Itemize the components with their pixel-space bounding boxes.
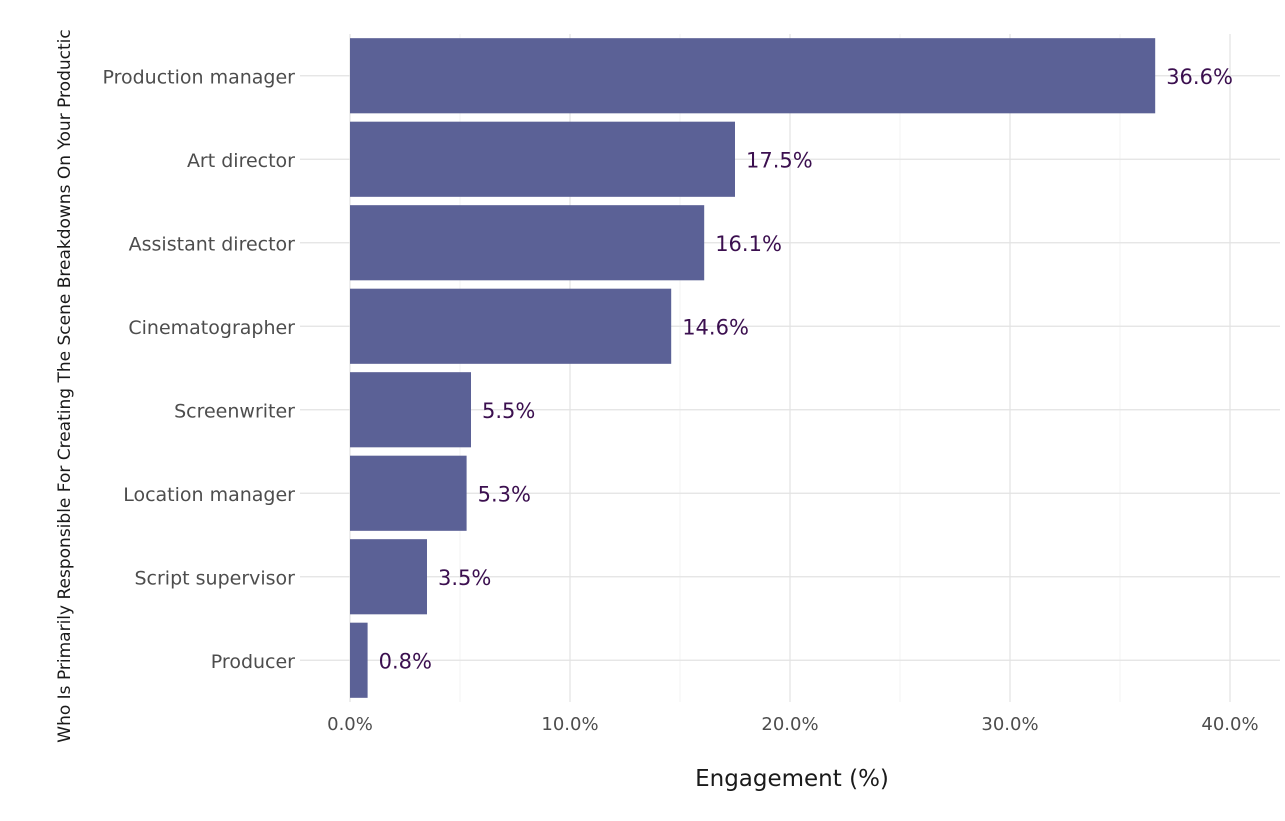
bar [350, 38, 1156, 114]
x-axis-title: Engagement (%) [695, 766, 889, 792]
x-tick-label: 0.0% [327, 714, 373, 735]
bars [350, 38, 1156, 698]
category-label: Art director [187, 150, 295, 172]
value-label: 5.3% [478, 482, 531, 506]
x-tick-label: 30.0% [981, 714, 1038, 735]
bar [350, 205, 705, 281]
x-tick-label: 20.0% [761, 714, 818, 735]
category-label: Cinematographer [128, 317, 295, 339]
category-label: Producer [211, 651, 295, 673]
value-label: 36.6% [1166, 65, 1233, 89]
category-label: Assistant director [129, 233, 296, 255]
bar [350, 539, 427, 615]
bar [350, 372, 471, 448]
value-label: 3.5% [438, 566, 491, 590]
value-label: 16.1% [715, 232, 782, 256]
value-label: 14.6% [682, 315, 749, 339]
value-label: 5.5% [482, 399, 535, 423]
x-tick-label: 10.0% [541, 714, 598, 735]
value-labels: 36.6% 17.5% 16.1% 14.6% 5.5% 5.3% 3.5% 0.8% [379, 65, 1233, 674]
category-label: Location manager [123, 484, 295, 506]
x-tick-label: 40.0% [1201, 714, 1258, 735]
bar [350, 622, 368, 698]
category-label: Script supervisor [134, 567, 295, 589]
y-axis-title: Who Is Primarily Responsible For Creatin… [55, 29, 75, 742]
x-tick-labels: 0.0% 10.0% 20.0% 30.0% 40.0% [327, 714, 1258, 735]
category-label: Screenwriter [174, 400, 295, 422]
category-label: Production manager [102, 66, 295, 88]
value-label: 0.8% [379, 649, 432, 673]
bar [350, 455, 467, 531]
bar [350, 121, 735, 197]
category-labels: Production manager Art director Assistant … [102, 66, 295, 673]
bar [350, 288, 672, 364]
value-label: 17.5% [746, 148, 813, 172]
